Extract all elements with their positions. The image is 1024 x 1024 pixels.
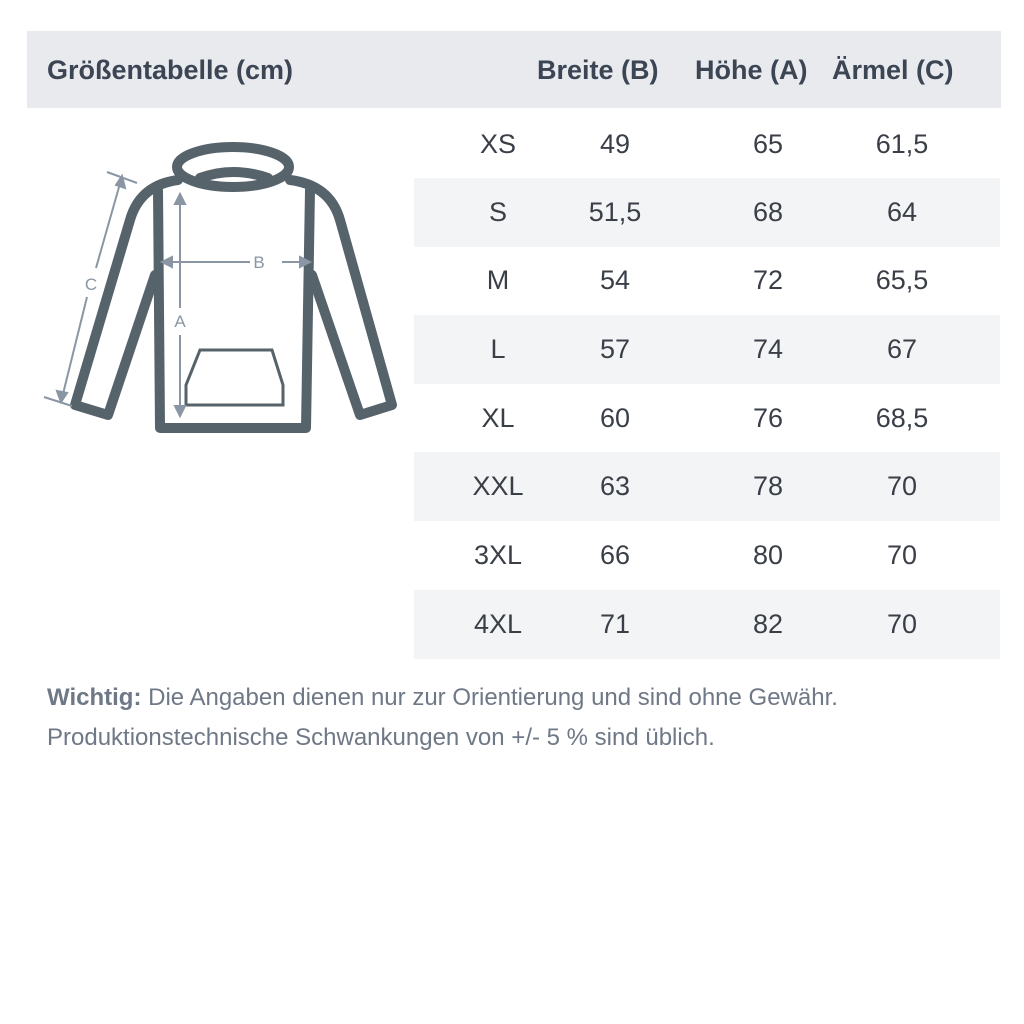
label-c: C (85, 275, 97, 294)
size-label: 3XL (473, 540, 523, 570)
column-header-hoehe: Höhe (A) (695, 55, 808, 85)
table-row: L 57 74 67 (414, 315, 1000, 384)
cell-aermel: 61,5 (875, 129, 929, 159)
label-b: B (253, 253, 264, 272)
size-label: M (486, 265, 510, 295)
disclaimer-note: Wichtig: Die Angaben dienen nur zur Orie… (47, 678, 838, 758)
cell-aermel: 64 (886, 197, 918, 227)
cell-breite: 63 (599, 471, 631, 501)
arrow-left-icon (159, 255, 173, 269)
cell-hoehe: 74 (752, 334, 784, 364)
hoodie-hood (172, 142, 294, 192)
cell-hoehe: 82 (752, 609, 784, 639)
size-label: 4XL (473, 609, 523, 639)
table-row: XXL 63 78 70 (414, 452, 1000, 521)
table-title: Größentabelle (cm) (47, 55, 294, 85)
size-label: XS (479, 129, 517, 159)
arrow-up-icon (114, 173, 127, 190)
column-header-aermel: Ärmel (C) (832, 55, 954, 85)
cell-breite: 57 (599, 334, 631, 364)
cell-breite: 66 (599, 540, 631, 570)
hoodie-right-sleeve (285, 175, 397, 420)
cell-breite: 51,5 (588, 197, 642, 227)
table-header: Größentabelle (cm) Breite (B) Höhe (A) Ä… (27, 31, 1001, 108)
size-label: S (488, 197, 507, 227)
table-row: M 54 72 65,5 (414, 246, 1000, 315)
label-a: A (174, 312, 186, 331)
hoodie-diagram: B A C (43, 142, 397, 433)
table-row: XL 60 76 68,5 (414, 384, 1000, 453)
note-label: Wichtig: (47, 684, 142, 711)
table-row: 4XL 71 82 70 (414, 590, 1000, 659)
arrow-up-icon (173, 191, 187, 205)
cell-breite: 60 (599, 403, 631, 433)
cell-hoehe: 78 (752, 471, 784, 501)
arrow-right-icon (299, 255, 313, 269)
note-line-2: Produktionstechnische Schwankungen von +… (47, 724, 715, 751)
note-line-1: Die Angaben dienen nur zur Orientierung … (141, 684, 838, 711)
cell-hoehe: 68 (752, 197, 784, 227)
hoodie-body (153, 185, 315, 433)
arrow-down-icon (55, 389, 69, 405)
table-row: 3XL 66 80 70 (414, 521, 1000, 590)
cell-hoehe: 65 (752, 129, 784, 159)
cell-breite: 54 (599, 265, 631, 295)
cell-hoehe: 76 (752, 403, 784, 433)
cell-aermel: 68,5 (875, 403, 929, 433)
pocket (184, 348, 285, 407)
size-label: L (490, 334, 506, 364)
cell-aermel: 67 (886, 334, 918, 364)
cell-aermel: 70 (886, 609, 918, 639)
table-row: S 51,5 68 64 (414, 178, 1000, 247)
column-header-breite: Breite (B) (537, 55, 659, 85)
cell-breite: 71 (599, 609, 631, 639)
cell-aermel: 65,5 (875, 265, 929, 295)
hoodie-left-sleeve (70, 175, 183, 420)
arrow-down-icon (173, 405, 187, 419)
size-label: XL (481, 403, 515, 433)
size-label: XXL (472, 471, 524, 501)
cell-hoehe: 72 (752, 265, 784, 295)
cell-breite: 49 (599, 129, 631, 159)
cell-aermel: 70 (886, 540, 918, 570)
table-row: XS 49 65 61,5 (414, 110, 1000, 179)
cell-hoehe: 80 (752, 540, 784, 570)
cell-aermel: 70 (886, 471, 918, 501)
